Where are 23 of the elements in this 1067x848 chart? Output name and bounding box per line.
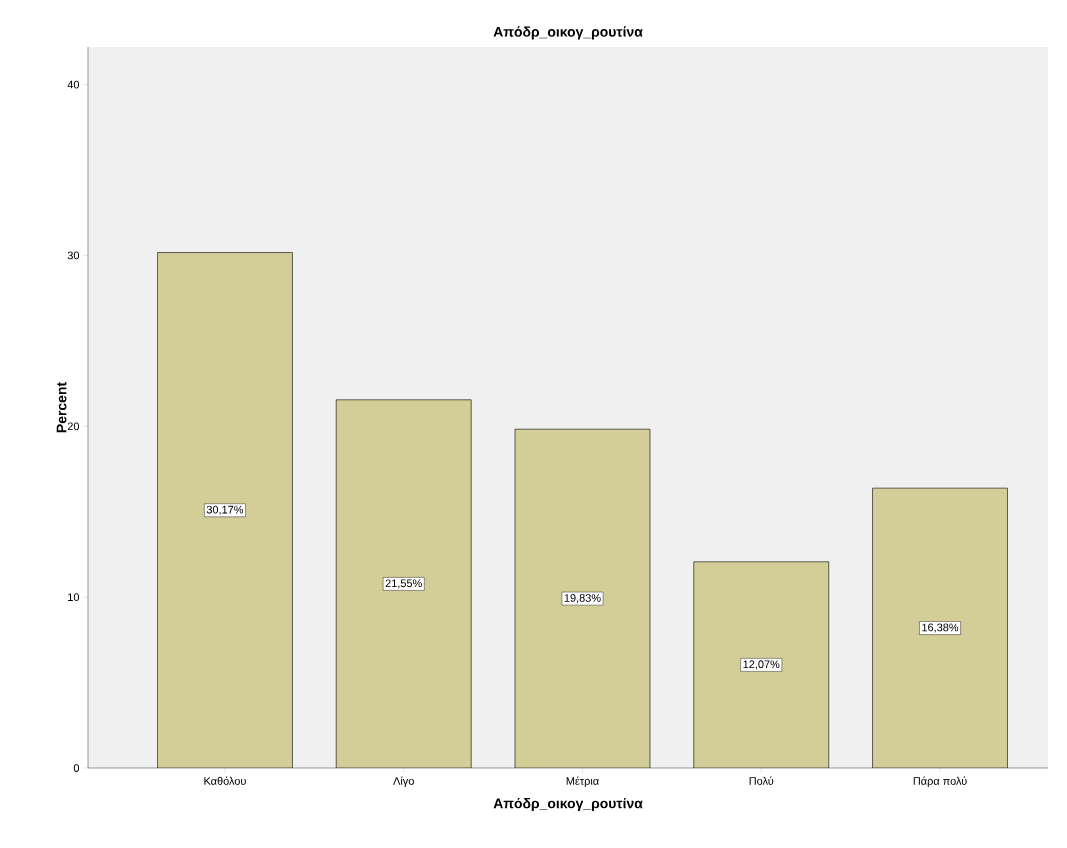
bar: [872, 487, 1008, 768]
data-label: 16,38%: [922, 623, 959, 633]
y-tick-label: 20: [67, 422, 80, 431]
y-tick-label: 30: [67, 251, 80, 260]
x-tick-label: Λίγο: [393, 776, 414, 788]
x-tick-label: Πολύ: [749, 776, 774, 785]
y-tick-label: 10: [68, 593, 80, 602]
data-label: 12,07%: [743, 660, 780, 670]
data-label: 19,83%: [564, 594, 601, 604]
x-tick-label: Πάρα πολύ: [913, 776, 967, 788]
bar: [693, 561, 829, 768]
bar: [336, 399, 472, 768]
y-tick-label: 40: [67, 80, 80, 89]
x-tick-label: Μέτρια: [566, 776, 599, 788]
chart-title: Απόδρ_οικογ_ρουτίνα: [493, 26, 643, 40]
bar: [514, 429, 650, 768]
data-label: 30,17%: [206, 505, 244, 515]
bar: [157, 252, 293, 768]
data-label: 21,55%: [385, 579, 422, 589]
x-tick-label: Καθόλου: [204, 776, 246, 785]
y-tick-label: 0: [73, 764, 80, 772]
x-axis-title: Απόδρ_οικογ_ρουτίνα: [493, 797, 643, 812]
y-axis-title: Percent: [56, 382, 67, 433]
